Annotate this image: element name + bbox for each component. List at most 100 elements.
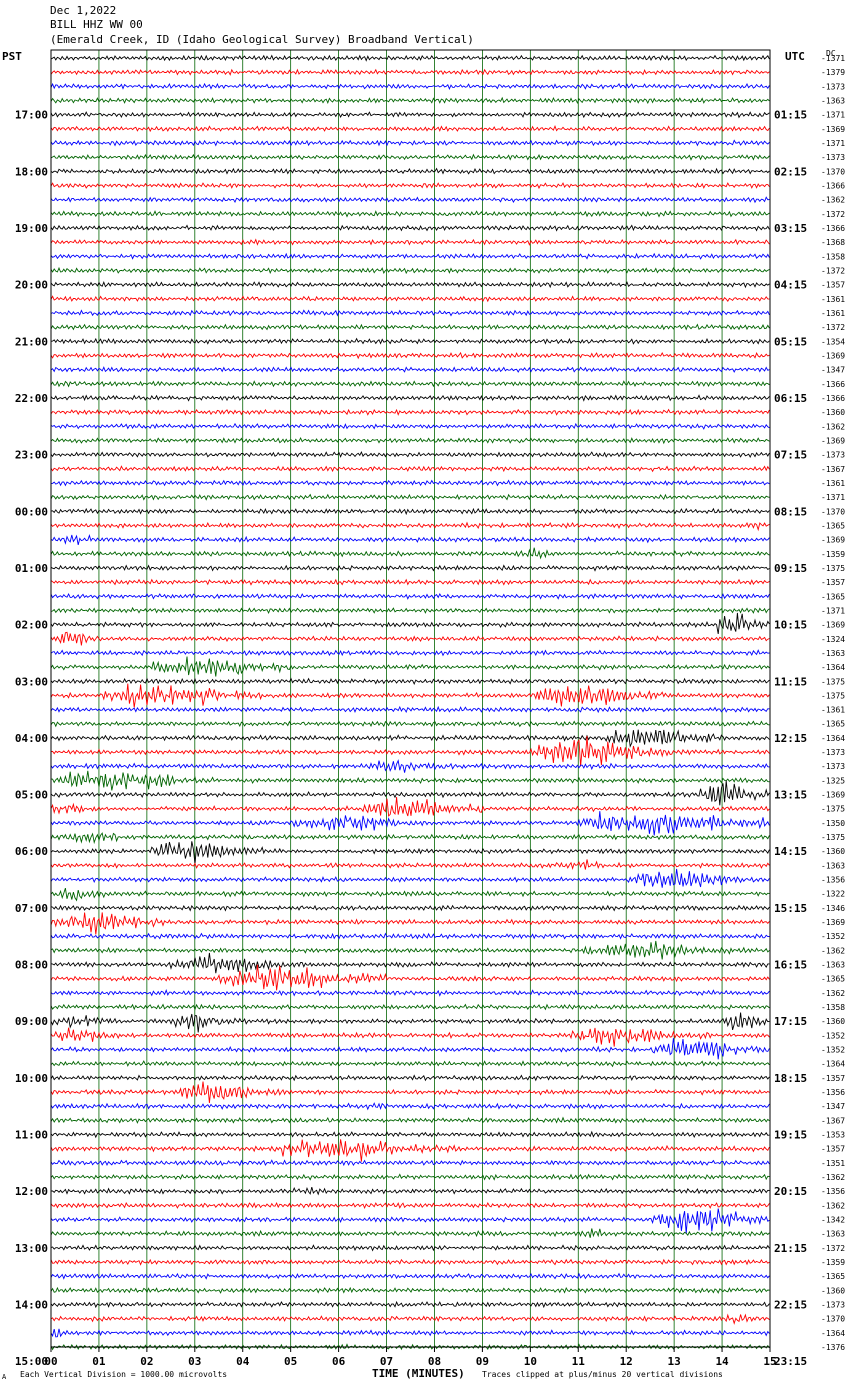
trace-row-14 bbox=[50, 252, 770, 260]
trace-row-7 bbox=[50, 153, 770, 161]
x-axis-label: TIME (MINUTES) bbox=[372, 1367, 465, 1380]
right-time-label: 18:15 bbox=[774, 1072, 807, 1085]
dc-offset-value: -1365 bbox=[821, 975, 845, 984]
dc-offset-value: -1363 bbox=[821, 861, 845, 870]
trace-row-36 bbox=[50, 564, 770, 572]
x-tick-label: 09 bbox=[476, 1355, 489, 1368]
left-time-label: 22:00 bbox=[15, 392, 48, 405]
trace-row-29 bbox=[50, 465, 770, 473]
dc-offset-header: DC bbox=[826, 49, 836, 58]
trace-row-75 bbox=[50, 1116, 770, 1124]
trace-row-72 bbox=[50, 1074, 770, 1082]
dc-offset-value: -1371 bbox=[821, 606, 845, 615]
trace-row-83 bbox=[50, 1228, 770, 1238]
dc-offset-value: -1375 bbox=[821, 691, 845, 700]
left-time-label: 02:00 bbox=[15, 619, 48, 632]
trace-row-24 bbox=[50, 394, 770, 402]
trace-row-86 bbox=[50, 1272, 770, 1280]
trace-row-80 bbox=[50, 1186, 770, 1196]
dc-offset-value: -1357 bbox=[821, 1145, 845, 1154]
right-time-label: 21:15 bbox=[774, 1242, 807, 1255]
scale-mark: A bbox=[2, 1373, 7, 1381]
dc-offset-value: -1362 bbox=[821, 1201, 845, 1210]
trace-row-6 bbox=[50, 139, 770, 147]
right-time-label: 14:15 bbox=[774, 845, 807, 858]
trace-row-4 bbox=[50, 111, 770, 119]
dc-offset-value: -1369 bbox=[821, 125, 845, 134]
dc-offset-value: -1356 bbox=[821, 876, 845, 885]
trace-row-76 bbox=[50, 1130, 770, 1139]
left-time-label: 10:00 bbox=[15, 1072, 48, 1085]
dc-offset-value: -1362 bbox=[821, 1173, 845, 1182]
trace-row-3 bbox=[50, 96, 770, 105]
left-time-label: 13:00 bbox=[15, 1242, 48, 1255]
dc-offset-value: -1369 bbox=[821, 436, 845, 445]
left-time-label: 11:00 bbox=[15, 1129, 48, 1142]
right-time-label: 04:15 bbox=[774, 279, 807, 292]
trace-row-32 bbox=[50, 507, 770, 516]
right-time-label: 16:15 bbox=[774, 959, 807, 972]
dc-offset-value: -1375 bbox=[821, 805, 845, 814]
trace-row-38 bbox=[50, 592, 770, 600]
dc-offset-value: -1371 bbox=[821, 139, 845, 148]
trace-row-58 bbox=[50, 868, 770, 888]
right-time-label: 22:15 bbox=[774, 1299, 807, 1312]
trace-row-1 bbox=[50, 68, 770, 76]
dc-offset-value: -1367 bbox=[821, 465, 845, 474]
trace-row-22 bbox=[50, 366, 770, 373]
dc-offset-value: -1375 bbox=[821, 677, 845, 686]
dc-offset-value: -1360 bbox=[821, 408, 845, 417]
dc-offset-value: -1359 bbox=[821, 1258, 845, 1267]
trace-row-26 bbox=[50, 422, 770, 430]
left-time-label: 14:00 bbox=[15, 1299, 48, 1312]
dc-offset-values: -1371 -1379 -1373 -1363 -1371 -1369 -1371 -1373… bbox=[821, 54, 845, 1352]
trace-row-39 bbox=[50, 606, 770, 614]
right-time-label: 02:15 bbox=[774, 165, 807, 178]
left-time-label: 21:00 bbox=[15, 335, 48, 348]
trace-row-8 bbox=[50, 167, 770, 175]
right-time-label: 08:15 bbox=[774, 505, 807, 518]
trace-row-23 bbox=[50, 380, 770, 388]
left-time-label: 15:00 bbox=[15, 1355, 48, 1368]
dc-offset-value: -1357 bbox=[821, 281, 845, 290]
trace-row-5 bbox=[50, 124, 770, 133]
trace-row-46 bbox=[50, 705, 770, 714]
dc-offset-value: -1366 bbox=[821, 380, 845, 389]
left-time-label: 05:00 bbox=[15, 789, 48, 802]
trace-row-66 bbox=[50, 988, 770, 997]
dc-offset-value: -1373 bbox=[821, 762, 845, 771]
right-time-label: 05:15 bbox=[774, 335, 807, 348]
trace-row-20 bbox=[50, 337, 770, 345]
right-time-label: 07:15 bbox=[774, 449, 807, 462]
x-axis-ticks: 00 01 02 03 04 05 06 07 08 09 10 11 12 13 14 15 bbox=[44, 1347, 777, 1368]
left-time-label: 17:00 bbox=[15, 109, 48, 122]
trace-row-37 bbox=[50, 578, 770, 586]
dc-offset-value: -1363 bbox=[821, 649, 845, 658]
trace-row-9 bbox=[50, 182, 770, 190]
trace-row-88 bbox=[50, 1300, 770, 1309]
trace-row-78 bbox=[50, 1159, 770, 1167]
trace-row-65 bbox=[50, 964, 770, 991]
trace-row-43 bbox=[50, 656, 770, 677]
dc-offset-value: -1371 bbox=[821, 54, 845, 63]
right-time-label: 03:15 bbox=[774, 222, 807, 235]
trace-row-85 bbox=[50, 1258, 770, 1266]
trace-row-48 bbox=[50, 729, 770, 748]
trace-row-17 bbox=[50, 295, 770, 303]
trace-row-68 bbox=[50, 1012, 770, 1033]
dc-offset-value: -1370 bbox=[821, 507, 845, 516]
dc-offset-value: -1360 bbox=[821, 847, 845, 856]
dc-offset-value: -1325 bbox=[821, 776, 845, 785]
left-time-label: 09:00 bbox=[15, 1015, 48, 1028]
x-tick-label: 15 bbox=[763, 1355, 776, 1368]
trace-row-90 bbox=[50, 1328, 770, 1338]
right-time-label: 10:15 bbox=[774, 619, 807, 632]
trace-row-31 bbox=[50, 493, 770, 501]
dc-offset-value: -1363 bbox=[821, 96, 845, 105]
dc-offset-value: -1357 bbox=[821, 578, 845, 587]
dc-offset-value: -1360 bbox=[821, 1286, 845, 1295]
trace-row-64 bbox=[50, 952, 770, 974]
dc-offset-value: -1362 bbox=[821, 196, 845, 205]
dc-offset-value: -1352 bbox=[821, 1046, 845, 1055]
